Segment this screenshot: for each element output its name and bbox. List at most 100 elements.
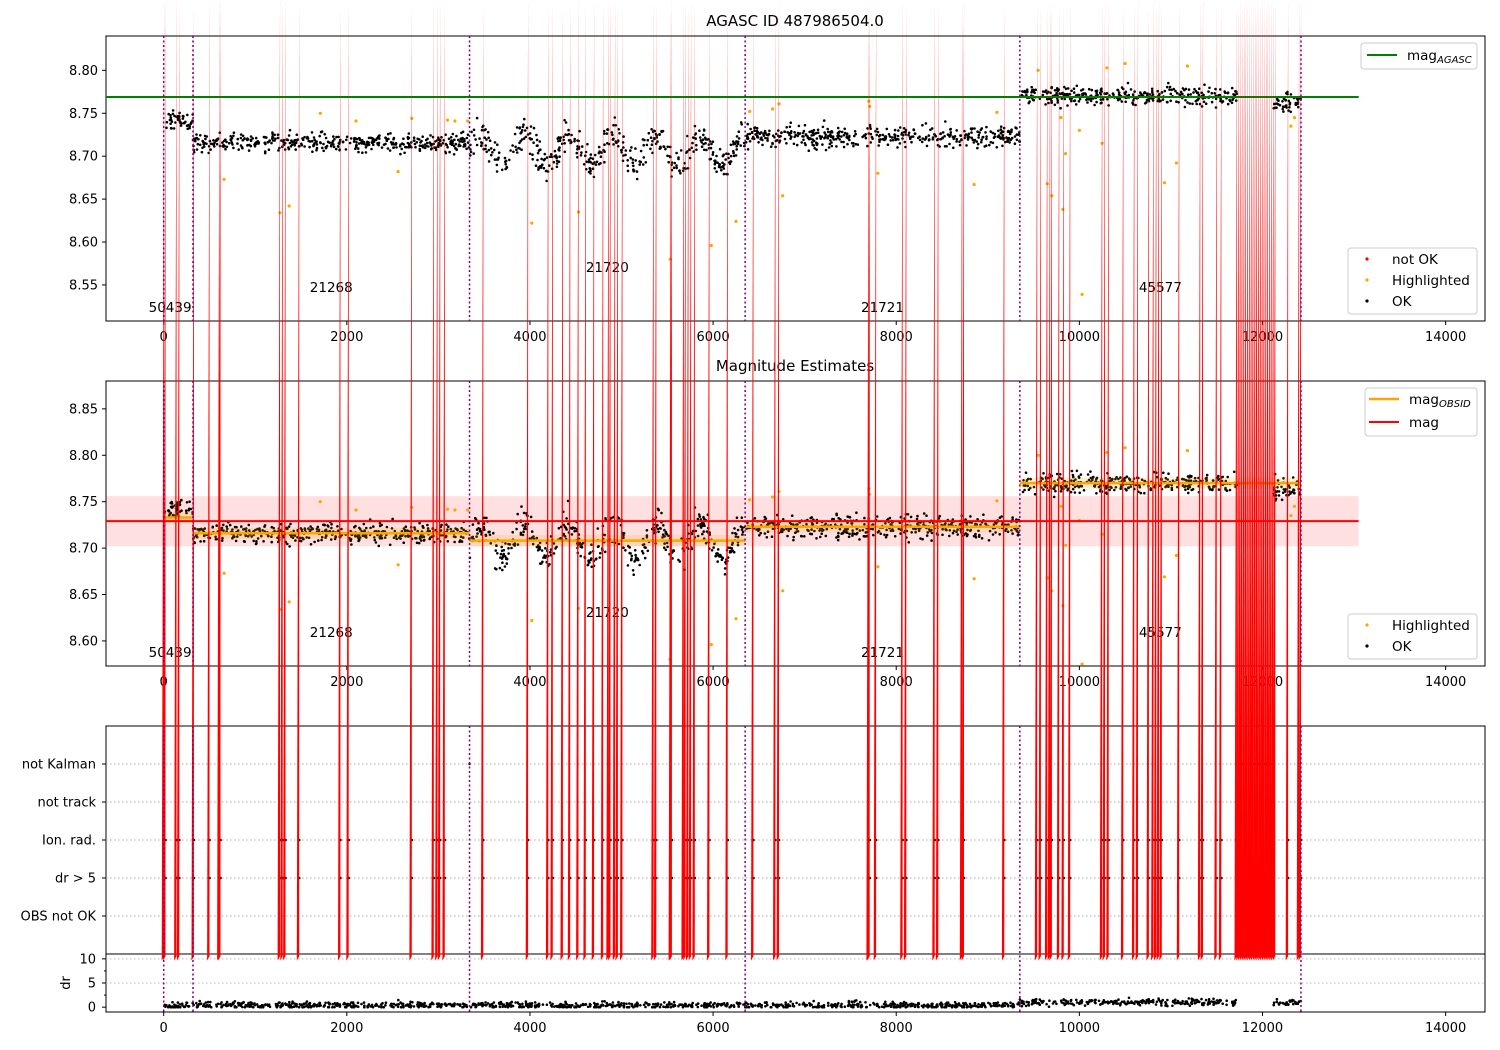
ok-point (928, 529, 932, 533)
dr-point (419, 1003, 423, 1006)
ok-point (642, 543, 646, 546)
ok-point (731, 549, 734, 552)
ok-point (1007, 136, 1011, 140)
ok-point (529, 515, 533, 519)
ok-point (854, 142, 858, 146)
ok-point (632, 573, 635, 576)
ok-point (550, 167, 554, 170)
ok-point (182, 115, 185, 118)
dr-point (601, 1004, 605, 1007)
ok-point (501, 554, 505, 557)
ok-point (188, 126, 191, 130)
dr-point (973, 1001, 977, 1005)
ok-point (194, 139, 197, 143)
ok-point (447, 525, 450, 528)
ok-point (795, 523, 798, 527)
ok-point (532, 141, 535, 144)
estimates-title: Magnitude Estimates (716, 357, 874, 375)
ok-point (407, 136, 411, 140)
ok-point (263, 150, 267, 153)
dr-point (908, 1003, 912, 1006)
ok-point (459, 535, 463, 538)
ok-point (389, 132, 392, 135)
ok-point (930, 539, 933, 542)
ok-point (1104, 491, 1108, 495)
ok-point (632, 164, 635, 168)
ok-point (1086, 473, 1090, 476)
dr-point (982, 1003, 986, 1007)
ok-point (538, 140, 542, 143)
ok-point (616, 144, 620, 148)
ok-point (796, 134, 799, 138)
x-tick-label: 6000 (697, 675, 730, 690)
dr-point (521, 1005, 525, 1008)
ok-point (480, 128, 484, 132)
ok-point (948, 529, 952, 532)
ok-point (312, 143, 315, 147)
ok-point (717, 165, 721, 169)
dr-point (198, 1003, 201, 1006)
dr-point (772, 1003, 776, 1007)
ok-point (1030, 85, 1033, 89)
ok-point (1195, 91, 1199, 95)
obsid-label: 21268 (310, 625, 353, 641)
ok-point (898, 126, 902, 129)
ok-point (941, 533, 944, 537)
ok-point (349, 539, 352, 542)
ok-point (174, 121, 177, 124)
ok-point (593, 161, 596, 164)
ok-point (1272, 102, 1276, 106)
ok-point (1193, 476, 1197, 480)
ok-point (309, 543, 313, 546)
ok-point (498, 566, 502, 570)
ok-point (999, 131, 1003, 135)
ok-point (541, 560, 544, 564)
ok-point (837, 535, 840, 538)
ok-point (610, 516, 613, 520)
ok-point (480, 141, 483, 144)
ok-point (971, 138, 975, 142)
dr-point (880, 1005, 884, 1008)
dr-point (904, 1005, 907, 1008)
ok-point (1087, 97, 1091, 101)
ok-point (763, 532, 767, 535)
ok-point (666, 545, 669, 549)
ok-point (801, 131, 805, 135)
dr-point (726, 1002, 729, 1005)
ok-point (576, 139, 579, 142)
dr-point (798, 1003, 801, 1006)
dr-point (634, 1003, 637, 1006)
dr-point (875, 1004, 879, 1008)
ok-point (1066, 487, 1070, 491)
ok-point (363, 534, 367, 538)
dr-point (1025, 1000, 1028, 1004)
ok-point (581, 541, 585, 545)
ok-point (1287, 109, 1290, 112)
ok-point (243, 527, 246, 531)
ok-point (421, 524, 425, 528)
ok-point (400, 530, 404, 533)
ok-point (639, 149, 643, 153)
ok-point (562, 135, 565, 139)
ok-point (338, 148, 341, 152)
ok-point (839, 518, 842, 521)
dr-point (902, 1000, 906, 1004)
ok-point (657, 508, 660, 512)
ok-point (364, 146, 368, 149)
dr-point (622, 1002, 626, 1005)
x-tick-label: 8000 (880, 330, 913, 345)
ok-point (185, 124, 189, 127)
ok-point (1010, 529, 1013, 532)
ok-point (169, 118, 173, 122)
ok-point (793, 131, 796, 134)
ok-point (1228, 488, 1232, 492)
ok-point (365, 526, 368, 530)
dr-point (510, 1004, 513, 1007)
ok-point (188, 124, 191, 128)
ok-point (214, 139, 217, 143)
ok-point (1129, 485, 1132, 488)
ok-point (1289, 93, 1293, 96)
ok-point (1070, 479, 1073, 482)
ok-point (384, 142, 387, 146)
dr-point (669, 1005, 673, 1009)
